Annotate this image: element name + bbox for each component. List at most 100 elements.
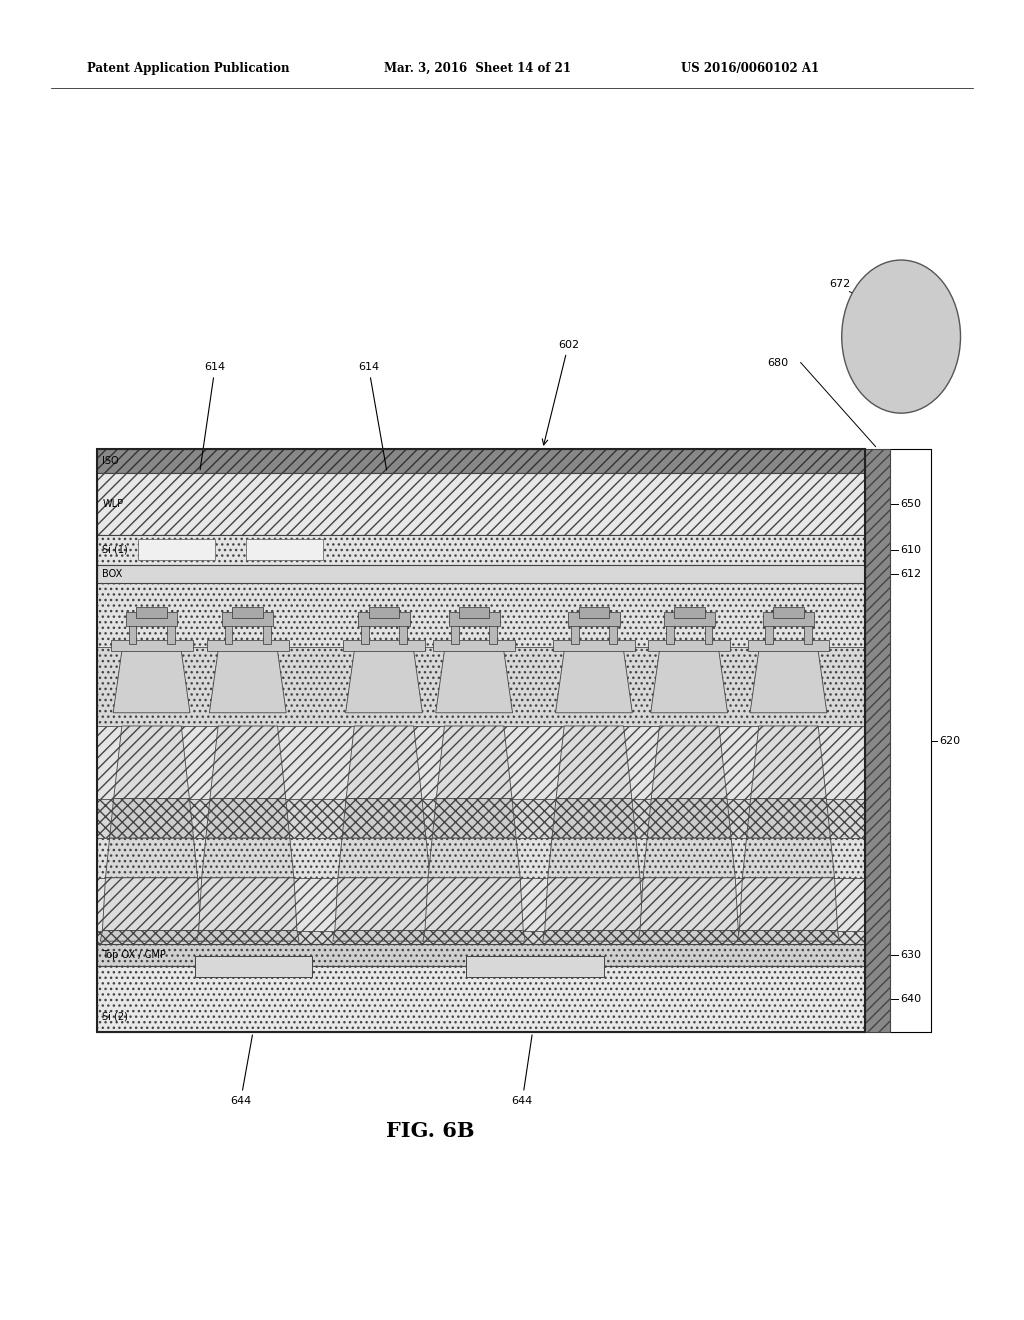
Bar [97, 931, 865, 944]
Polygon shape [206, 799, 290, 838]
Bar [773, 607, 804, 618]
Bar [571, 620, 579, 644]
Polygon shape [751, 726, 826, 799]
Bar [126, 612, 177, 626]
Bar [553, 640, 635, 651]
Polygon shape [105, 838, 198, 878]
Bar [232, 607, 263, 618]
Circle shape [842, 260, 961, 413]
Bar [748, 640, 829, 651]
Text: ISO: ISO [102, 455, 119, 466]
Text: 612: 612 [900, 569, 922, 579]
Bar [97, 565, 865, 583]
Text: 640: 640 [900, 994, 922, 1005]
Bar [97, 449, 865, 1032]
Bar [97, 878, 865, 931]
Polygon shape [750, 651, 827, 713]
Text: BOX: BOX [102, 569, 123, 579]
Bar [136, 607, 167, 618]
Polygon shape [651, 726, 727, 799]
Text: Mar. 3, 2016  Sheet 14 of 21: Mar. 3, 2016 Sheet 14 of 21 [384, 62, 571, 75]
Bar [451, 620, 459, 644]
Bar [667, 620, 674, 644]
Polygon shape [545, 878, 643, 931]
Bar [167, 620, 174, 644]
Polygon shape [346, 726, 422, 799]
Bar [763, 612, 814, 626]
Text: FIG. 6B: FIG. 6B [386, 1121, 474, 1142]
Text: 630: 630 [900, 950, 922, 960]
Polygon shape [197, 931, 299, 941]
Bar [360, 620, 369, 644]
Text: US 2016/0060102 A1: US 2016/0060102 A1 [681, 62, 819, 75]
Polygon shape [423, 931, 525, 941]
Text: WLP: WLP [102, 499, 124, 508]
Bar [766, 620, 773, 644]
Bar [97, 449, 865, 473]
Polygon shape [651, 651, 727, 713]
Polygon shape [113, 651, 190, 713]
Bar [466, 956, 604, 977]
Bar [97, 838, 865, 878]
Bar [97, 473, 865, 535]
Polygon shape [643, 838, 735, 878]
Polygon shape [638, 931, 740, 941]
Polygon shape [209, 651, 286, 713]
Polygon shape [737, 931, 840, 941]
Bar [263, 620, 270, 644]
Text: 672: 672 [829, 279, 850, 289]
Bar [97, 944, 865, 966]
Bar [865, 449, 890, 1032]
Text: 602: 602 [543, 339, 579, 445]
Polygon shape [210, 726, 286, 799]
Bar [804, 620, 811, 644]
Bar [246, 539, 323, 560]
Text: 650: 650 [900, 499, 922, 508]
Text: 614: 614 [200, 362, 225, 470]
Text: Top OX / CMP: Top OX / CMP [102, 950, 166, 960]
Bar [97, 583, 865, 647]
Bar [648, 640, 730, 651]
Text: 680: 680 [768, 358, 788, 368]
Bar [674, 607, 705, 618]
Bar [97, 966, 865, 1032]
Polygon shape [548, 838, 640, 878]
Bar [225, 620, 232, 644]
Text: 610: 610 [900, 545, 922, 554]
Bar [358, 612, 410, 626]
Bar [222, 612, 273, 626]
Polygon shape [199, 878, 297, 931]
Bar [97, 535, 865, 565]
Polygon shape [333, 931, 435, 941]
Polygon shape [335, 878, 433, 931]
Polygon shape [552, 799, 636, 838]
Polygon shape [647, 799, 731, 838]
Bar [97, 799, 865, 838]
Text: Patent Application Publication: Patent Application Publication [87, 62, 290, 75]
Bar [568, 612, 620, 626]
Polygon shape [556, 726, 632, 799]
Bar [343, 640, 425, 651]
Polygon shape [202, 838, 294, 878]
Polygon shape [555, 651, 632, 713]
Bar [369, 607, 399, 618]
Polygon shape [742, 838, 835, 878]
Polygon shape [110, 799, 194, 838]
Polygon shape [543, 931, 645, 941]
Polygon shape [739, 878, 838, 931]
Bar [705, 620, 713, 644]
Text: 620: 620 [939, 735, 961, 746]
Polygon shape [425, 878, 523, 931]
Polygon shape [746, 799, 830, 838]
Polygon shape [640, 878, 738, 931]
Text: 644: 644 [230, 1035, 253, 1106]
Bar [97, 726, 865, 799]
Polygon shape [428, 838, 520, 878]
Bar [129, 620, 136, 644]
Polygon shape [436, 651, 513, 713]
Polygon shape [436, 726, 512, 799]
Polygon shape [432, 799, 516, 838]
Text: Si (2): Si (2) [102, 1011, 128, 1022]
Text: Si (1): Si (1) [102, 545, 128, 554]
Bar [138, 539, 215, 560]
